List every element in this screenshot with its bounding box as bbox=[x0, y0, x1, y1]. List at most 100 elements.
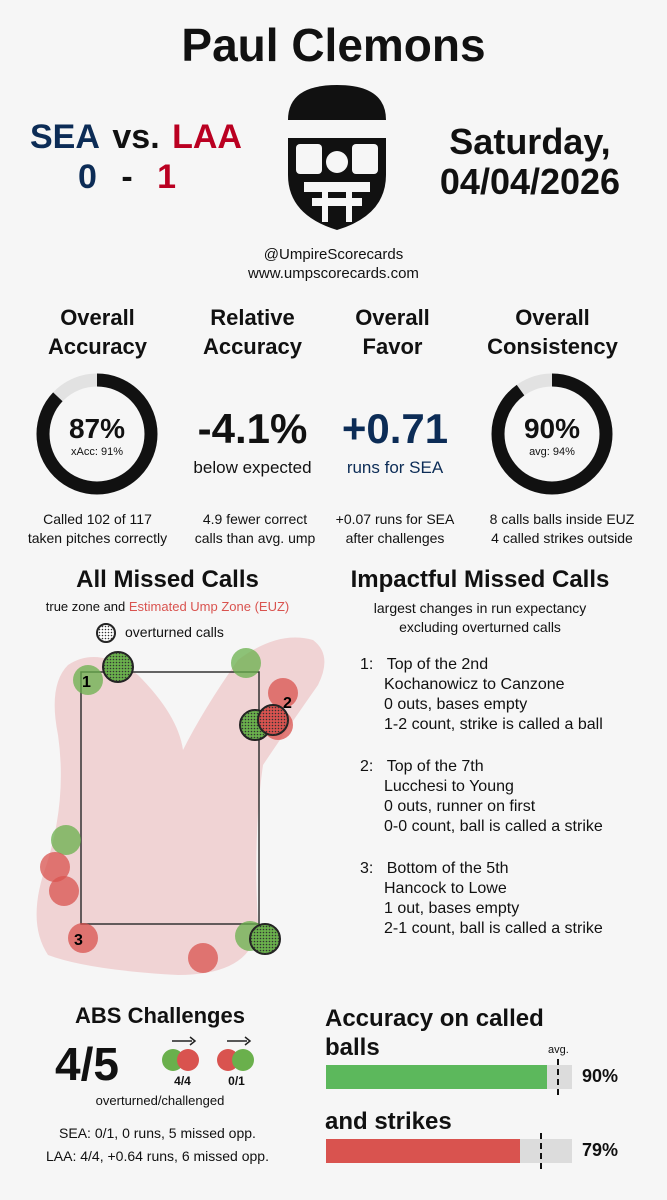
relative-accuracy-sub: below expected bbox=[193, 458, 312, 477]
overall-accuracy-value: 87% bbox=[68, 413, 126, 444]
item-matchup: Kochanowicz to Canzone bbox=[384, 676, 565, 693]
consistency-title-line1: Overall bbox=[515, 305, 590, 330]
impactful-subtitle: largest changes in run expectancy exclud… bbox=[330, 599, 630, 637]
missed-call-label-2: 2 bbox=[283, 695, 292, 712]
overall-favor-value: +0.71 bbox=[341, 405, 449, 452]
accuracy-note-line2: taken pitches correctly bbox=[27, 530, 168, 546]
umpire-mask-icon bbox=[284, 85, 390, 230]
item-inning: Bottom of the 5th bbox=[386, 860, 509, 877]
twitter-handle: @UmpireScorecards bbox=[263, 246, 404, 263]
strikes-accuracy-value: 79% bbox=[582, 1140, 619, 1160]
overturned-call-pattern bbox=[258, 705, 288, 735]
favor-title-line2: Favor bbox=[362, 334, 423, 359]
abs-title: ABS Challenges bbox=[75, 1003, 245, 1028]
umpire-name: Paul Clemons bbox=[181, 19, 486, 71]
away-team: SEA bbox=[30, 118, 100, 156]
missed-calls-plot: 1 2 3 bbox=[36, 637, 325, 975]
home-score: 1 bbox=[157, 158, 177, 196]
missed-call-dot bbox=[73, 665, 103, 695]
abs-challenge-icons bbox=[162, 1036, 254, 1071]
overturned-call-pattern bbox=[103, 652, 133, 682]
balls-avg-marker bbox=[557, 1059, 560, 1095]
item-state: 1 out, bases empty bbox=[384, 900, 520, 917]
favor-note-line2: after challenges bbox=[345, 530, 445, 546]
item-state: 0 outs, runner on first bbox=[384, 798, 536, 815]
arrow-right-icon bbox=[189, 1036, 197, 1046]
home-team: LAA bbox=[172, 118, 242, 156]
abs-big-ratio: 4/5 bbox=[55, 1038, 119, 1090]
accuracy-note-line1: Called 102 of 117 bbox=[43, 511, 152, 527]
missed-call-dot bbox=[49, 876, 79, 906]
missed-call-dot bbox=[51, 825, 81, 855]
item-inning: Top of the 2nd bbox=[386, 656, 489, 673]
impactful-subtitle-line2: excluding overturned calls bbox=[399, 619, 561, 635]
strikes-bar-title: and strikes bbox=[325, 1108, 452, 1135]
score-dash: - bbox=[121, 158, 133, 196]
arrow-right-icon bbox=[244, 1036, 252, 1046]
overall-accuracy-title-line2: Accuracy bbox=[47, 334, 148, 359]
overall-consistency-value: 90% bbox=[523, 413, 581, 444]
overall-accuracy-note: Called 102 of 117 taken pitches correctl… bbox=[5, 510, 190, 548]
green-dot-icon bbox=[232, 1049, 254, 1071]
accuracy-bars-title-line2: balls bbox=[325, 1034, 380, 1061]
abs-sea-line: SEA: 0/1, 0 runs, 5 missed opp. bbox=[59, 1125, 256, 1141]
overall-consistency-note: 8 calls balls inside EUZ 4 called strike… bbox=[462, 510, 662, 548]
accuracy-bars-title-line1: Accuracy on called bbox=[325, 1005, 544, 1032]
website: www.umpscorecards.com bbox=[248, 265, 419, 282]
consistency-avg: avg: 94% bbox=[529, 446, 575, 458]
overturned-legend-label: overturned calls bbox=[125, 624, 224, 640]
missed-call-dot bbox=[40, 852, 70, 882]
strikes-bar-track bbox=[326, 1133, 572, 1169]
missed-call-label-3: 3 bbox=[74, 932, 83, 949]
xacc-label: xAcc: 91% bbox=[71, 446, 123, 458]
item-matchup: Hancock to Lowe bbox=[384, 880, 507, 897]
missed-call-dot bbox=[68, 923, 98, 953]
strikes-avg-marker bbox=[540, 1133, 543, 1169]
impactful-item-2: 2: Top of the 7th Lucchesi to Young 0 ou… bbox=[360, 757, 660, 837]
item-number: 3: bbox=[360, 860, 374, 877]
balls-bar-fill bbox=[326, 1065, 548, 1089]
missed-call-dot bbox=[188, 943, 218, 973]
item-call: 2-1 count, ball is called a strike bbox=[384, 920, 603, 937]
all-missed-calls-title: All Missed Calls bbox=[76, 566, 259, 593]
strikes-bar-fill bbox=[326, 1139, 521, 1163]
missed-call-dot bbox=[231, 648, 261, 678]
overturned-call-pattern bbox=[250, 924, 280, 954]
subtitle-true-zone: true zone and bbox=[45, 599, 129, 614]
strike-zone bbox=[80, 671, 260, 925]
consistency-note-line2: 4 called strikes outside bbox=[491, 530, 633, 546]
game-date: 04/04/2026 bbox=[439, 161, 621, 202]
relative-note-line1: 4.9 fewer correct bbox=[202, 511, 308, 527]
abs-right-ratio: 0/1 bbox=[228, 1074, 245, 1088]
favor-title-line1: Overall bbox=[355, 305, 430, 330]
consistency-note-line1: 8 calls balls inside EUZ bbox=[489, 511, 635, 527]
avg-label: avg. bbox=[548, 1044, 569, 1056]
consistency-ring bbox=[491, 373, 613, 495]
consistency-ring-arc bbox=[491, 373, 613, 495]
abs-caption: overturned/challenged bbox=[95, 1093, 225, 1108]
overall-favor-note: +0.07 runs for SEA after challenges bbox=[320, 510, 470, 548]
overall-accuracy-title: Overall Accuracy bbox=[20, 303, 175, 361]
item-state: 0 outs, bases empty bbox=[384, 696, 528, 713]
missed-call-label-1: 1 bbox=[82, 674, 91, 691]
impactful-title: Impactful Missed Calls bbox=[350, 566, 610, 593]
item-inning: Top of the 7th bbox=[386, 758, 484, 775]
matchup: SEA vs. LAA bbox=[30, 118, 245, 157]
favor-note-line1: +0.07 runs for SEA bbox=[335, 511, 455, 527]
accuracy-bars-title: Accuracy on called balls bbox=[325, 1004, 655, 1062]
red-dot-icon bbox=[177, 1049, 199, 1071]
overall-favor-sub: runs for SEA bbox=[346, 458, 444, 477]
impactful-subtitle-line1: largest changes in run expectancy bbox=[373, 600, 587, 616]
relative-title-line1: Relative bbox=[210, 305, 295, 330]
overturned-call-dots bbox=[102, 651, 289, 955]
relative-accuracy-note: 4.9 fewer correct calls than avg. ump bbox=[175, 510, 335, 548]
relative-accuracy-value: -4.1% bbox=[197, 405, 308, 452]
overall-favor-title: Overall Favor bbox=[320, 303, 465, 361]
balls-accuracy-value: 90% bbox=[582, 1066, 619, 1086]
overall-accuracy-title-line1: Overall bbox=[60, 305, 135, 330]
item-call: 1-2 count, strike is called a ball bbox=[384, 716, 603, 733]
abs-laa-line: LAA: 4/4, +0.64 runs, 6 missed opp. bbox=[46, 1148, 269, 1164]
accuracy-ring-arc bbox=[36, 373, 158, 495]
abs-left-ratio: 4/4 bbox=[174, 1074, 191, 1088]
vs-label: vs. bbox=[112, 118, 160, 156]
